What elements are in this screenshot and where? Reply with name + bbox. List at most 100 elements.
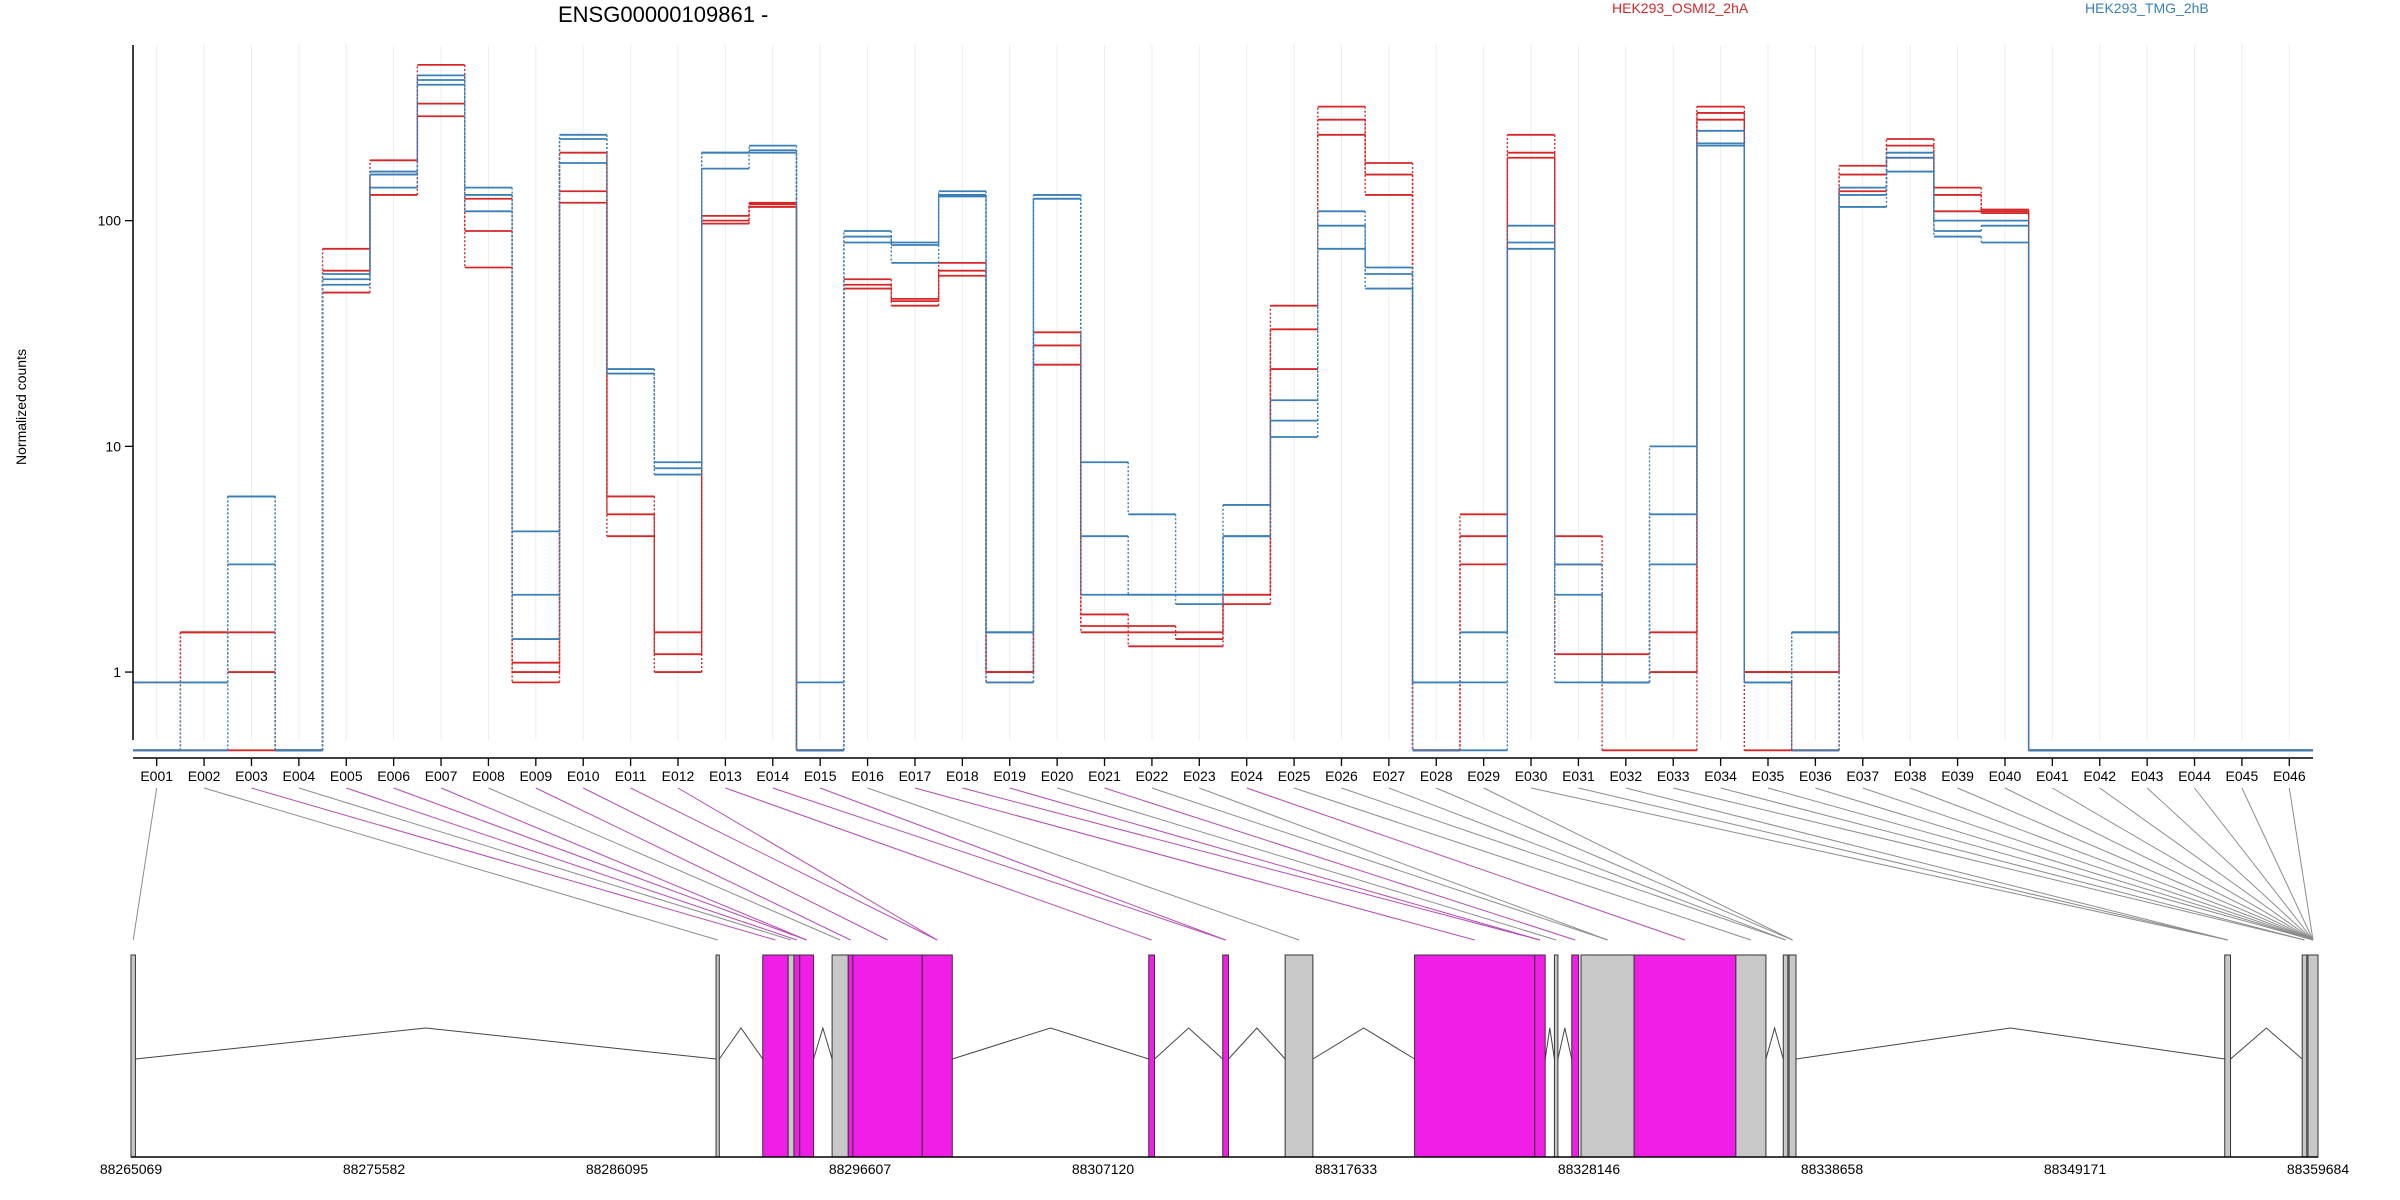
x-tick-label-E002: E002	[188, 768, 221, 784]
series-layer	[133, 63, 2313, 752]
exon-region-13	[1414, 954, 1536, 1158]
x-tick-label-E044: E044	[2178, 768, 2211, 784]
exon-link-E012	[677, 787, 938, 941]
x-tick-label-E019: E019	[993, 768, 1026, 784]
x-tick-label-E034: E034	[1704, 768, 1737, 784]
x-tick-label-E007: E007	[425, 768, 458, 784]
exon-link-E003	[251, 787, 776, 941]
x-tick-label-E014: E014	[756, 768, 789, 784]
genomic-coordinate-label: 88338658	[1801, 1161, 1864, 1177]
series-osmi-2	[133, 102, 2313, 752]
x-tick-label-E009: E009	[519, 768, 552, 784]
exon-link-E015	[819, 787, 1226, 941]
genomic-coordinate-label: 88328146	[1558, 1161, 1621, 1177]
exon-link-E007	[440, 787, 807, 941]
x-tick-label-E001: E001	[140, 768, 173, 784]
exon-link-E011	[630, 787, 938, 941]
exon-region-14	[1534, 954, 1546, 1158]
exon-link-E008	[488, 787, 841, 941]
exon-link-E025	[1293, 787, 1752, 941]
exon-link-E002	[203, 787, 718, 941]
y-axis-label: Normalized counts	[13, 349, 29, 465]
exon-link-E032	[1625, 787, 2228, 941]
genomic-coordinate-label: 88307120	[1072, 1161, 1135, 1177]
exon-link-E026	[1341, 787, 1786, 941]
exon-region-8	[852, 954, 923, 1158]
intron-line-9	[952, 1027, 1149, 1060]
intron-line-5	[813, 1026, 833, 1060]
intron-line-12	[1312, 1027, 1415, 1060]
exon-link-E038	[1909, 787, 2314, 941]
x-tick-label-E026: E026	[1325, 768, 1358, 784]
x-tick-label-E038: E038	[1894, 768, 1927, 784]
exon-region-23	[2301, 954, 2308, 1158]
x-tick-label-E008: E008	[472, 768, 505, 784]
x-tick-label-E015: E015	[804, 768, 837, 784]
exon-link-E034	[1720, 787, 2305, 941]
exon-region-4	[793, 954, 801, 1158]
x-tick-label-E042: E042	[2083, 768, 2116, 784]
series-osmi-0	[133, 63, 2313, 752]
x-tick-label-E033: E033	[1657, 768, 1690, 784]
exon-link-E024	[1246, 787, 1686, 941]
exon-link-E017	[914, 787, 1475, 941]
x-tick-label-E031: E031	[1562, 768, 1595, 784]
x-tick-label-E022: E022	[1136, 768, 1169, 784]
genomic-coordinate-label: 88275582	[343, 1161, 406, 1177]
x-tick-label-E003: E003	[235, 768, 268, 784]
exon-link-E035	[1767, 787, 2314, 941]
genomic-coordinate-label: 88296607	[829, 1161, 892, 1177]
exon-region-17	[1580, 954, 1635, 1158]
y-tick-label-1: 1	[113, 664, 121, 680]
genomic-coordinate-label: 88317633	[1315, 1161, 1378, 1177]
x-tick-label-E035: E035	[1752, 768, 1785, 784]
exon-region-7	[847, 954, 854, 1158]
x-tick-label-E032: E032	[1609, 768, 1642, 784]
exon-link-E016	[867, 787, 1300, 941]
exon-link-E022	[1151, 787, 1608, 941]
exon-link-E037	[1862, 787, 2314, 941]
intron-line-22	[2230, 1027, 2303, 1060]
genomic-coordinate-label: 88265069	[100, 1161, 163, 1177]
exon-region-11	[1222, 954, 1230, 1158]
exon-link-E019	[1009, 787, 1541, 941]
exon-region-19	[1735, 954, 1767, 1158]
grid-lines	[156, 45, 2290, 740]
x-tick-label-E037: E037	[1846, 768, 1879, 784]
x-tick-label-E029: E029	[1467, 768, 1500, 784]
legend-label-osmi: HEK293_OSMI2_2hA	[1612, 0, 1749, 16]
exon-link-E031	[1578, 787, 2228, 941]
gene-model: 88265069 88275582 88286095 88296607 88307120…	[100, 954, 2349, 1177]
exon-link-E029	[1483, 787, 1793, 941]
exon-link-E039	[1957, 787, 2314, 941]
x-tick-label-E004: E004	[283, 768, 316, 784]
y-tick-label-100: 100	[98, 213, 122, 229]
intron-line-19	[1765, 1026, 1784, 1060]
exon-link-E046	[2288, 787, 2314, 941]
x-tick-label-E010: E010	[567, 768, 600, 784]
series-tmg-3	[133, 74, 2313, 752]
legend-label-tmg: HEK293_TMG_2hB	[2085, 0, 2209, 16]
intron-line-1	[718, 1027, 764, 1060]
intron-line-21	[1795, 1027, 2225, 1060]
x-tick-label-E046: E046	[2273, 768, 2306, 784]
x-tick-label-E013: E013	[709, 768, 742, 784]
intron-line-15	[1557, 1027, 1573, 1060]
exon-link-E004	[298, 787, 792, 941]
exon-region-0	[130, 954, 136, 1158]
exon-link-E045	[2241, 787, 2314, 941]
exon-region-5	[799, 954, 815, 1158]
x-tick-label-E023: E023	[1183, 768, 1216, 784]
x-tick-label-E021: E021	[1088, 768, 1121, 784]
exon-link-E021	[1104, 787, 1576, 941]
x-tick-label-E027: E027	[1373, 768, 1406, 784]
x-tick-label-E016: E016	[851, 768, 884, 784]
intron-line-10	[1154, 1027, 1224, 1060]
exon-region-3	[787, 954, 795, 1158]
exon-link-E020	[1056, 787, 1557, 941]
exon-region-20	[1782, 954, 1789, 1158]
exon-link-E042	[2099, 787, 2314, 941]
x-tick-label-E024: E024	[1230, 768, 1263, 784]
x-tick-label-E045: E045	[2226, 768, 2259, 784]
